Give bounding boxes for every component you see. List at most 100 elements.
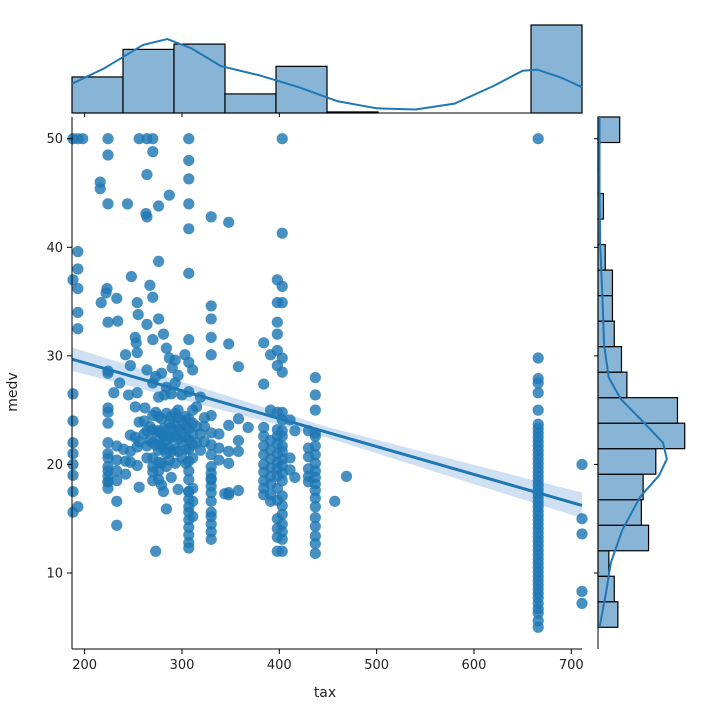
right-hist-kde-curve: [598, 117, 668, 628]
scatter-point-237: [205, 449, 217, 461]
scatter-point-52: [153, 255, 165, 267]
scatter-point-406: [532, 621, 544, 633]
x-tick-label-300: 300: [170, 658, 195, 673]
scatter-point-40: [223, 216, 235, 228]
scatter-point-280: [276, 475, 288, 487]
right-hist-bar-13: [597, 269, 614, 297]
scatter-point-251: [258, 421, 270, 434]
scatter-point-67: [132, 309, 144, 321]
scatter-point-292: [309, 449, 321, 461]
scatter-point-291: [309, 440, 321, 452]
scatter-point-63: [124, 360, 136, 372]
scatter-point-42: [111, 292, 123, 304]
scatter-point-49: [131, 297, 143, 309]
scatter-point-90: [276, 366, 288, 378]
scatter-point-355: [329, 495, 341, 507]
scatter-point-58: [271, 316, 283, 328]
scatter-point-69: [147, 333, 159, 346]
scatter-point-30: [141, 211, 153, 223]
main-scatter-plot: [67, 133, 588, 633]
scatter-point-7: [183, 133, 195, 145]
y-tick-label-20: 20: [46, 458, 63, 473]
scatter-point-28: [121, 198, 134, 210]
scatter-point-101: [139, 402, 151, 414]
scatter-point-156: [131, 459, 143, 472]
top-hist-bar-9: [530, 24, 583, 114]
scatter-point-15: [72, 306, 84, 319]
scatter-point-19: [67, 485, 79, 498]
scatter-point-302: [111, 495, 123, 507]
scatter-point-9: [532, 133, 544, 145]
scatter-point-284: [289, 471, 301, 484]
scatter-point-139: [102, 452, 114, 464]
scatter-points-layer: [67, 133, 588, 633]
scatter-point-65: [130, 337, 142, 349]
scatter-point-61: [205, 313, 217, 325]
scatter-point-145: [111, 454, 123, 466]
scatter-point-354: [309, 492, 321, 504]
scatter-point-347: [276, 545, 288, 557]
scatter-point-352: [309, 538, 321, 550]
axes-layer: 200 300 400 500 600 700 10 20 30 40 50: [46, 117, 584, 673]
scatter-point-80: [187, 364, 199, 376]
scatter-point-290: [309, 430, 321, 442]
scatter-point-3: [102, 133, 114, 145]
scatter-point-322: [183, 542, 195, 554]
scatter-point-323: [187, 510, 199, 523]
scatter-point-241: [205, 487, 217, 499]
y-tick-label-10: 10: [46, 567, 63, 582]
scatter-point-102: [141, 364, 153, 376]
scatter-point-60: [205, 300, 217, 312]
scatter-point-26: [102, 149, 114, 161]
scatter-point-6: [147, 133, 159, 145]
scatter-point-16: [67, 437, 79, 449]
scatter-point-309: [157, 485, 170, 498]
scatter-point-70: [153, 313, 165, 325]
regression-line-layer: [71, 357, 583, 507]
scatter-point-409: [576, 528, 588, 540]
scatter-point-348: [309, 501, 321, 513]
top-hist-bar-2: [173, 43, 226, 114]
scatter-point-310: [160, 503, 173, 515]
scatter-point-71: [157, 328, 170, 340]
right-hist-bar-5: [597, 473, 644, 501]
scatter-point-33: [147, 146, 159, 158]
scatter-point-312: [172, 483, 184, 495]
scatter-point-97: [114, 377, 126, 389]
x-tick-label-200: 200: [72, 658, 97, 673]
scatter-point-299: [72, 501, 84, 513]
scatter-point-332: [205, 533, 217, 545]
x-axis-title: tax: [314, 685, 336, 701]
x-tick-label-500: 500: [364, 658, 389, 673]
scatter-point-2: [77, 133, 89, 145]
scatter-point-27: [102, 198, 114, 210]
scatter-point-243: [213, 454, 225, 466]
scatter-point-85: [258, 337, 270, 349]
scatter-point-57: [276, 297, 288, 309]
scatter-point-46: [112, 315, 124, 327]
scatter-point-360: [532, 404, 544, 416]
scatter-point-98: [122, 389, 135, 401]
right-marginal-histogram: [594, 116, 686, 649]
scatter-point-32: [153, 200, 165, 212]
scatter-point-353: [309, 547, 321, 560]
scatter-point-4: [133, 133, 145, 145]
scatter-point-235: [205, 427, 217, 439]
scatter-point-110: [169, 377, 181, 389]
top-hist-kde-curve: [71, 38, 583, 111]
x-tick-label-400: 400: [267, 658, 292, 673]
scatter-point-50: [144, 279, 156, 291]
scatter-point-333: [219, 488, 231, 500]
scatter-point-313: [180, 457, 192, 469]
top-hist-bar-4: [275, 65, 328, 114]
scatter-point-36: [183, 173, 195, 185]
regression-line: [71, 357, 583, 507]
scatter-point-303: [111, 519, 123, 531]
right-hist-bar-7: [597, 422, 686, 450]
scatter-point-83: [223, 338, 235, 350]
scatter-point-349: [309, 512, 321, 524]
scatter-point-326: [205, 474, 217, 486]
scatter-point-11: [72, 282, 84, 295]
scatter-point-232: [194, 444, 207, 456]
